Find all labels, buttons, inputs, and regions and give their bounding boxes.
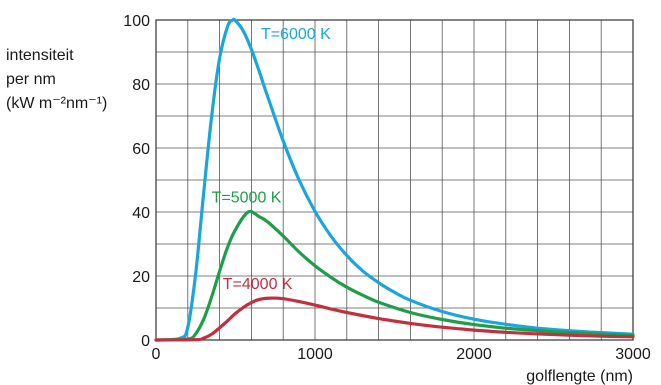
y-tick-label: 20 [132,269,150,286]
y-axis-label-line: (kW m⁻²nm⁻¹) [6,95,108,112]
plot-frame [155,19,634,341]
series-line [154,296,635,342]
series-label: T=6000 K [261,26,331,43]
series-line [154,17,635,342]
series-labels: T=6000 K T=5000 K T=4000 K [212,26,331,293]
x-tick-label: 2000 [456,346,492,363]
y-tick-label: 40 [132,205,150,222]
x-tick-label: 1000 [297,346,333,363]
y-tick-label: 0 [141,333,150,350]
series-label: T=5000 K [212,189,282,206]
y-axis-label: intensiteit per nm (kW m⁻²nm⁻¹) [6,44,136,116]
y-tick-label: 80 [132,77,150,94]
x-tick-label: 3000 [615,346,651,363]
axes [155,19,634,341]
y-tick-label: 100 [123,13,150,30]
x-axis-label: golflengte (nm) [526,368,633,385]
series-line [154,209,635,342]
series-label: T=4000 K [223,276,293,293]
y-tick-label: 60 [132,141,150,158]
series-curves [154,17,635,342]
y-axis-label-line: intensiteit [6,47,74,64]
x-tick-labels: 0 1000 2000 3000 [152,346,651,363]
y-tick-labels: 0 20 40 60 80 100 [123,13,150,350]
x-tick-label: 0 [152,346,161,363]
y-axis-label-line: per nm [6,71,56,88]
